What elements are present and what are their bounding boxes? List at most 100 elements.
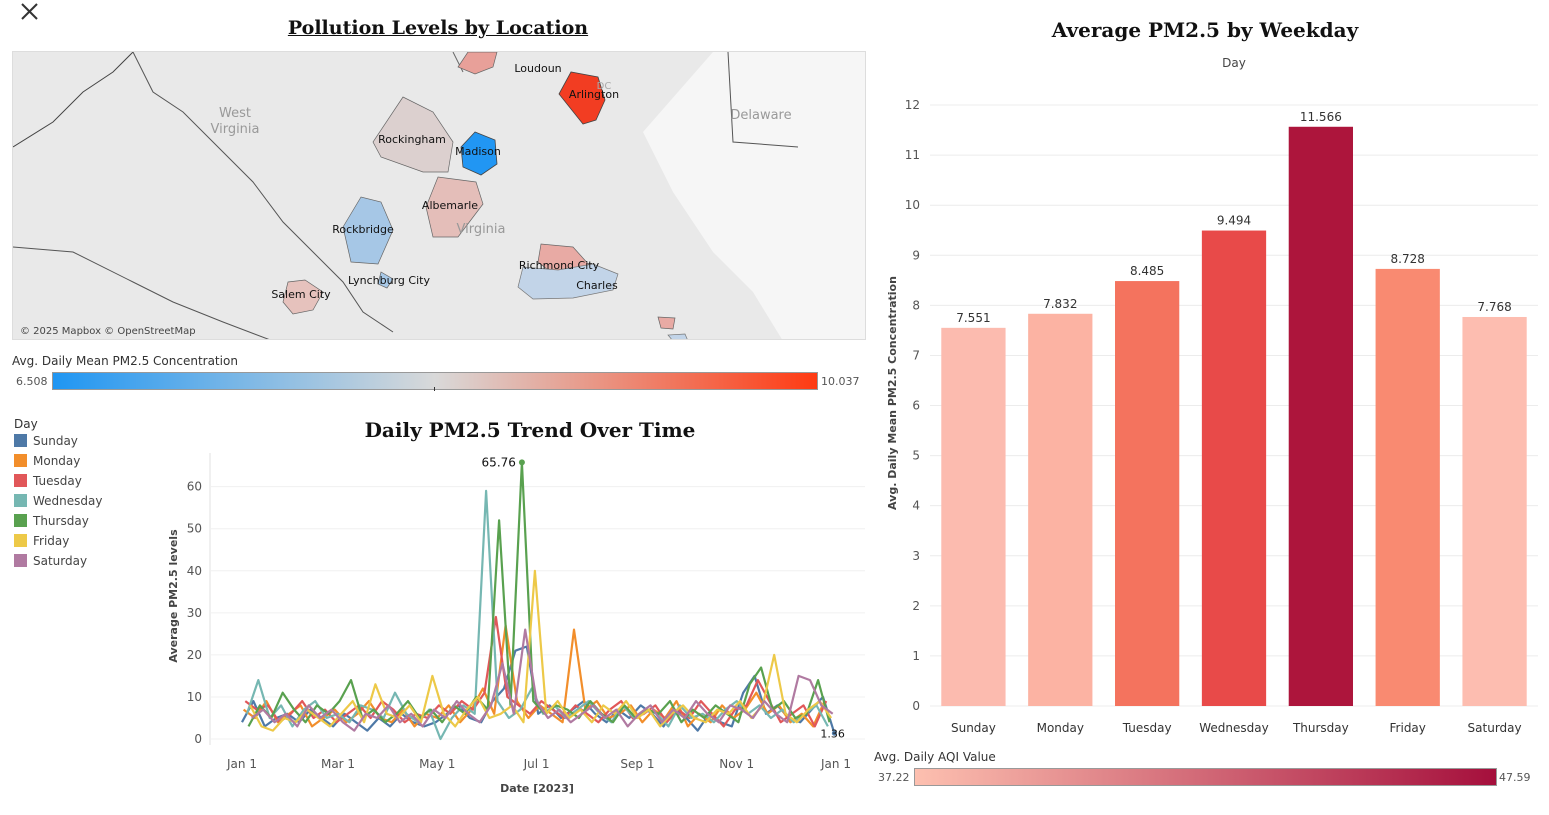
coastal-area (643, 52, 865, 339)
bar-legend-title: Avg. Daily AQI Value (874, 750, 996, 764)
region-lynchburg-city[interactable] (377, 271, 394, 289)
bar-category-label: Sunday (951, 721, 996, 735)
line-y-tick-label: 10 (187, 690, 202, 704)
line-x-tick-label: May 1 (419, 757, 455, 771)
map-label-madison: Madison (455, 145, 501, 158)
state-label-virginia: Virginia (456, 222, 505, 237)
bar-legend-gradient (914, 768, 1497, 786)
line-chart: 0 10 20 30 40 50 60 Jan 1 Mar 1 May 1 Jul 1 Sep 1 No… (167, 453, 865, 795)
bar-y-tick-label: 4 (912, 499, 920, 513)
bar-chart-title: Average PM2.5 by Weekday (1051, 18, 1359, 42)
legend-swatch (14, 554, 27, 567)
line-series-saturday[interactable] (251, 628, 834, 732)
bar-sunday[interactable] (941, 327, 1006, 706)
legend-label: Friday (33, 534, 70, 548)
bar-tuesday[interactable] (1115, 281, 1180, 706)
line-x-tick-label: Jan 1 (820, 757, 851, 771)
map-label-arlington: Arlington (569, 88, 619, 101)
close-icon (21, 3, 38, 20)
legend-swatch (14, 454, 27, 467)
legend-label: Wednesday (33, 494, 103, 508)
bar-legend-min: 37.22 (878, 771, 910, 784)
bar-thursday[interactable] (1288, 126, 1353, 706)
legend-item-sunday[interactable]: Sunday (14, 434, 78, 450)
legend-label: Thursday (33, 514, 89, 528)
bar-y-tick-label: 1 (912, 649, 920, 663)
line-y-axis-label: Average PM2.5 levels (167, 529, 180, 663)
region-loudoun[interactable] (457, 52, 498, 75)
line-x-axis-label: Date [2023] (500, 782, 574, 795)
map-label-lynchburg-city: Lynchburg City (348, 274, 430, 287)
bar-value-label: 9.494 (1217, 214, 1251, 228)
legend-swatch (14, 494, 27, 507)
line-x-tick-label: Jan 1 (226, 757, 257, 771)
bar-y-tick-label: 5 (912, 449, 920, 463)
map-legend-min: 6.508 (16, 375, 48, 388)
end-marker (831, 730, 837, 736)
region-albemarle[interactable] (425, 176, 484, 238)
line-y-tick-label: 40 (187, 564, 202, 578)
line-series-sunday[interactable] (241, 645, 836, 734)
close-button[interactable] (16, 0, 42, 26)
bar-value-label: 7.832 (1043, 297, 1077, 311)
bar-friday[interactable] (1375, 268, 1440, 706)
map-label-salem-city: Salem City (271, 288, 331, 301)
map-legend-gradient (52, 372, 818, 390)
line-x-tick-label: Nov 1 (719, 757, 754, 771)
bar-value-label: 8.728 (1391, 252, 1425, 266)
line-y-tick-label: 60 (187, 480, 202, 494)
region-madison[interactable] (460, 131, 498, 176)
region-southeast-blue[interactable] (667, 333, 688, 340)
bar-saturday[interactable] (1462, 316, 1527, 706)
bar-wednesday[interactable] (1201, 230, 1267, 707)
bar-y-tick-label: 2 (912, 599, 920, 613)
line-y-tick-label: 50 (187, 522, 202, 536)
map-legend-max: 10.037 (821, 375, 860, 388)
bar-x-header: Day (1222, 56, 1246, 70)
region-rockbridge[interactable] (342, 196, 394, 265)
bar-monday[interactable] (1028, 313, 1093, 706)
map-label-loudoun: Loudoun (514, 62, 561, 75)
legend-item-friday[interactable]: Friday (14, 534, 69, 550)
bar-category-label: Monday (1037, 721, 1084, 735)
legend-swatch (14, 534, 27, 547)
state-border (727, 52, 799, 148)
bar-y-tick-label: 7 (912, 348, 920, 362)
legend-label: Sunday (33, 434, 78, 448)
peak-marker (518, 459, 525, 466)
bar-legend-max: 47.59 (1499, 771, 1531, 784)
legend-item-saturday[interactable]: Saturday (14, 554, 87, 570)
legend-swatch (14, 514, 27, 527)
map-title: Pollution Levels by Location (287, 17, 589, 39)
line-x-tick-label: Jul 1 (523, 757, 550, 771)
map-label-charles: Charles (576, 279, 618, 292)
region-salem-city[interactable] (282, 279, 324, 315)
state-border (132, 52, 394, 333)
region-rockingham[interactable] (372, 96, 454, 173)
map-attribution: © 2025 Mapbox © OpenStreetMap (20, 326, 196, 337)
state-border (13, 246, 270, 339)
pollution-map[interactable]: West Virginia Virginia Delaware DC Loudo… (12, 51, 866, 340)
bar-y-tick-label: 8 (912, 298, 920, 312)
legend-swatch (14, 474, 27, 487)
legend-item-monday[interactable]: Monday (14, 454, 80, 470)
bar-y-tick-label: 12 (905, 98, 920, 112)
line-y-tick-label: 20 (187, 648, 202, 662)
region-southeast-red[interactable] (657, 316, 676, 330)
line-series-thursday[interactable] (247, 461, 831, 727)
bar-value-label: 8.485 (1130, 264, 1164, 278)
bar-y-tick-label: 3 (912, 549, 920, 563)
legend-label: Tuesday (33, 474, 82, 488)
legend-item-thursday[interactable]: Thursday (14, 514, 89, 530)
region-arlington[interactable] (558, 71, 606, 125)
bar-category-label: Friday (1390, 721, 1426, 735)
bar-y-tick-label: 9 (912, 248, 920, 262)
legend-item-tuesday[interactable]: Tuesday (14, 474, 82, 490)
legend-item-wednesday[interactable]: Wednesday (14, 494, 102, 510)
bar-y-tick-label: 11 (905, 148, 920, 162)
map-legend-title: Avg. Daily Mean PM2.5 Concentration (12, 354, 238, 368)
bar-value-label: 11.566 (1300, 110, 1342, 124)
region-charles[interactable] (517, 263, 619, 300)
bar-category-label: Tuesday (1122, 721, 1172, 735)
